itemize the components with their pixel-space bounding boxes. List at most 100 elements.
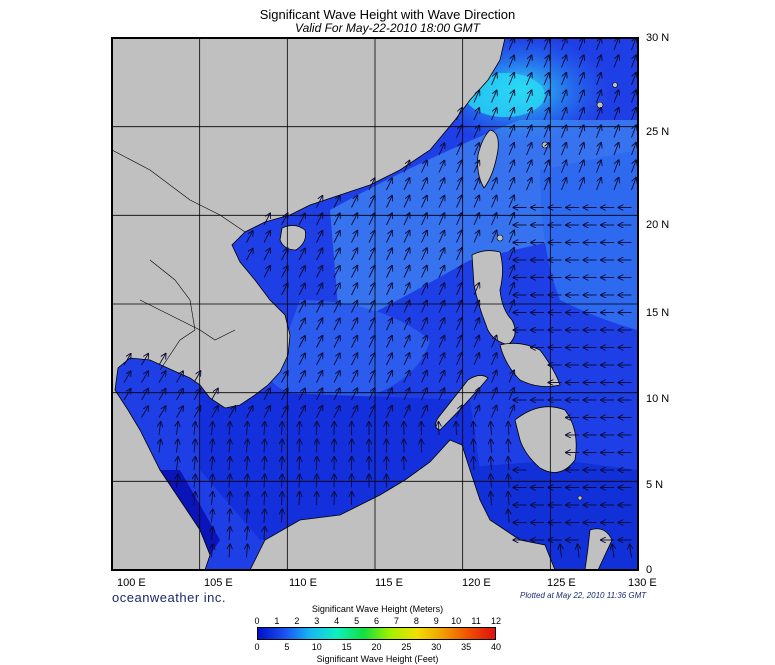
wave-direction-arrow bbox=[247, 422, 248, 436]
land-island-4 bbox=[612, 82, 618, 88]
wave-direction-arrow bbox=[333, 371, 340, 383]
wave-direction-arrow bbox=[403, 161, 410, 173]
wave-direction-arrow bbox=[491, 388, 497, 401]
wave-direction-arrow bbox=[596, 108, 602, 121]
wave-direction-arrow bbox=[596, 90, 602, 103]
legend-meters-tick: 0 bbox=[254, 616, 260, 626]
wave-direction-arrow bbox=[141, 354, 149, 366]
wave-direction-arrow bbox=[299, 422, 300, 436]
wave-direction-arrow bbox=[543, 91, 549, 103]
wave-direction-arrow bbox=[316, 283, 323, 296]
lat-label-30: 30 N bbox=[646, 32, 670, 44]
wave-direction-arrow bbox=[543, 73, 549, 86]
wave-direction-arrow bbox=[543, 126, 549, 138]
wave-direction-arrow bbox=[403, 231, 410, 243]
legend-meters-title: Significant Wave Height (Meters) bbox=[311, 604, 444, 614]
legend-feet-tick: 15 bbox=[341, 642, 352, 652]
wave-direction-arrow bbox=[403, 371, 410, 383]
wave-direction-arrow bbox=[282, 492, 283, 506]
wave-direction-arrow bbox=[263, 231, 270, 243]
wave-direction-arrow bbox=[578, 125, 584, 138]
wave-direction-arrow bbox=[438, 196, 444, 208]
wave-direction-arrow bbox=[211, 389, 218, 401]
wave-direction-arrow bbox=[439, 422, 440, 436]
wave-direction-arrow bbox=[631, 73, 637, 86]
wave-direction-arrow bbox=[333, 248, 340, 261]
wave-direction-arrow bbox=[438, 266, 444, 278]
wave-direction-arrow bbox=[508, 178, 514, 191]
wave-direction-arrow bbox=[247, 440, 248, 453]
wave-direction-arrow bbox=[421, 301, 427, 313]
legend-meters-tick: 11 bbox=[471, 616, 481, 626]
wave-direction-arrow bbox=[333, 406, 340, 418]
wave-direction-arrow bbox=[473, 457, 474, 471]
wave-direction-arrow bbox=[229, 510, 230, 523]
wave-direction-arrow bbox=[456, 213, 462, 226]
wave-direction-arrow bbox=[613, 108, 619, 121]
wave-direction-arrow bbox=[421, 318, 427, 331]
wave-direction-arrow bbox=[613, 125, 619, 138]
wave-direction-arrow bbox=[473, 406, 479, 418]
wave-direction-arrow bbox=[298, 406, 305, 418]
wave-direction-arrow bbox=[386, 178, 393, 191]
wave-direction-arrow bbox=[351, 406, 358, 418]
wave-direction-arrow bbox=[229, 440, 230, 453]
wave-direction-arrow bbox=[438, 161, 444, 173]
wave-direction-arrow bbox=[351, 371, 358, 383]
wave-direction-arrow bbox=[491, 73, 497, 86]
wave-direction-arrow bbox=[508, 492, 509, 506]
wave-direction-arrow bbox=[526, 126, 532, 138]
wave-direction-arrow bbox=[316, 336, 323, 348]
wave-direction-arrow bbox=[193, 406, 200, 418]
wave-direction-arrow bbox=[281, 284, 288, 296]
wave-direction-arrow bbox=[508, 231, 514, 243]
wave-direction-arrow bbox=[491, 492, 492, 506]
legend-colorbar bbox=[257, 627, 496, 640]
wave-direction-arrow bbox=[613, 178, 619, 191]
wave-direction-arrow bbox=[526, 178, 532, 191]
wave-direction-arrow bbox=[212, 475, 213, 488]
wave-direction-arrow bbox=[316, 353, 323, 366]
wave-direction-arrow bbox=[264, 510, 265, 523]
wave-direction-arrow bbox=[491, 108, 497, 121]
wave-direction-arrow bbox=[456, 283, 462, 296]
wave-direction-arrow bbox=[176, 406, 184, 418]
wave-direction-arrow bbox=[596, 38, 602, 51]
wave-direction-arrow bbox=[438, 143, 444, 156]
legend-meters-tick: 3 bbox=[314, 616, 320, 626]
wave-direction-arrow bbox=[421, 371, 427, 383]
wave-direction-arrow bbox=[298, 389, 305, 401]
wave-direction-arrow bbox=[403, 248, 410, 261]
land-taiwan bbox=[477, 129, 499, 189]
wave-direction-arrow bbox=[351, 301, 358, 313]
wave-direction-arrow bbox=[526, 56, 532, 68]
wave-direction-arrow bbox=[123, 371, 131, 383]
wave-direction-arrow bbox=[473, 440, 474, 453]
wave-direction-arrow bbox=[281, 249, 288, 261]
wave-direction-arrow bbox=[438, 336, 444, 348]
wave-direction-arrow bbox=[491, 178, 497, 191]
legend-meters-tick: 2 bbox=[294, 616, 300, 626]
legend-meters-tick: 8 bbox=[413, 616, 419, 626]
wave-direction-arrow bbox=[247, 475, 248, 488]
wave-direction-arrow bbox=[368, 266, 375, 278]
wave-direction-arrow bbox=[456, 126, 462, 138]
wave-direction-arrow bbox=[177, 457, 179, 471]
wave-direction-arrow bbox=[333, 301, 340, 313]
wave-direction-arrow bbox=[316, 371, 323, 383]
wave-direction-arrow bbox=[421, 353, 427, 366]
wave-direction-arrow bbox=[473, 336, 479, 348]
wave-direction-arrow bbox=[596, 125, 602, 138]
wave-direction-arrow bbox=[561, 108, 567, 121]
wave-direction-arrow bbox=[421, 336, 427, 348]
wave-direction-arrow bbox=[264, 422, 265, 436]
wave-direction-arrow bbox=[578, 178, 584, 191]
lon-label-105: 105 E bbox=[204, 577, 233, 589]
wave-direction-arrow bbox=[351, 213, 358, 226]
wave-direction-arrow bbox=[438, 301, 444, 313]
wave-direction-arrow bbox=[508, 91, 514, 103]
wave-direction-arrow bbox=[368, 248, 375, 261]
wave-direction-arrow bbox=[333, 318, 340, 331]
wave-direction-arrow bbox=[194, 475, 195, 488]
wave-direction-arrow bbox=[229, 492, 230, 506]
